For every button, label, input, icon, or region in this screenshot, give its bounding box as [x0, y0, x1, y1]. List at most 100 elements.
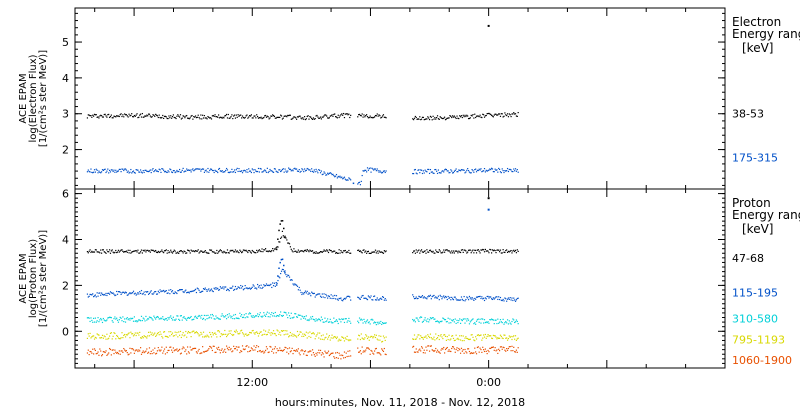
data-point — [127, 333, 129, 335]
data-point — [329, 297, 331, 299]
data-point — [421, 337, 424, 339]
data-point — [339, 297, 341, 300]
data-point — [499, 115, 502, 117]
data-point — [380, 320, 382, 323]
data-point — [455, 348, 457, 351]
data-point — [182, 115, 184, 117]
data-point — [459, 352, 462, 354]
data-point — [141, 351, 143, 354]
data-point — [87, 349, 89, 351]
data-point — [449, 114, 451, 117]
data-point — [508, 168, 510, 171]
data-point — [170, 315, 172, 317]
data-point — [152, 114, 154, 116]
data-point — [209, 331, 211, 334]
data-point — [250, 171, 252, 174]
data-point-burst — [277, 238, 279, 240]
data-point — [433, 252, 435, 254]
data-point — [364, 337, 366, 339]
data-point — [485, 114, 487, 117]
data-point — [422, 320, 424, 323]
data-point — [378, 171, 380, 173]
data-point — [206, 171, 208, 173]
data-point — [224, 329, 226, 332]
data-point — [204, 170, 206, 172]
data-point — [334, 113, 336, 115]
data-point — [448, 250, 450, 252]
data-point — [283, 348, 285, 351]
data-point — [450, 299, 452, 301]
data-point — [255, 287, 257, 289]
data-point — [344, 318, 346, 320]
data-point — [161, 249, 163, 251]
data-point — [264, 248, 267, 250]
data-point — [517, 111, 519, 114]
data-point — [241, 316, 244, 319]
data-point — [367, 336, 369, 338]
data-point — [128, 113, 130, 115]
data-point — [247, 251, 249, 254]
data-point — [150, 317, 152, 319]
data-point — [481, 116, 483, 119]
data-point — [288, 114, 291, 116]
data-point — [93, 296, 95, 298]
data-point — [252, 315, 254, 317]
data-point — [379, 251, 381, 253]
data-point — [379, 115, 381, 117]
data-point — [110, 292, 112, 294]
data-point — [293, 248, 295, 250]
data-point — [366, 116, 369, 118]
series-310-580 — [86, 311, 519, 326]
data-point — [253, 332, 255, 334]
data-point — [171, 252, 174, 254]
data-point — [188, 118, 190, 120]
data-point — [440, 321, 442, 323]
data-point — [101, 355, 103, 357]
data-point — [150, 290, 152, 292]
data-point — [448, 297, 450, 299]
data-point — [160, 317, 162, 319]
data-point — [99, 348, 101, 350]
data-point — [213, 251, 215, 253]
data-point — [102, 351, 104, 353]
data-point — [246, 316, 248, 318]
data-point — [226, 334, 229, 336]
data-point — [194, 332, 196, 334]
data-point — [380, 354, 382, 356]
data-point — [132, 251, 134, 253]
data-point — [481, 249, 483, 251]
data-point — [368, 252, 370, 254]
data-point — [162, 251, 164, 253]
data-point — [301, 349, 303, 351]
data-point — [472, 114, 474, 116]
data-point — [250, 332, 252, 334]
data-point — [96, 333, 98, 335]
data-point — [440, 172, 442, 174]
data-point — [257, 251, 259, 253]
data-point — [335, 116, 337, 118]
data-point — [373, 353, 375, 355]
data-point — [131, 292, 133, 294]
data-point — [514, 170, 516, 172]
data-point — [465, 336, 467, 338]
data-point — [385, 299, 387, 301]
data-point — [238, 318, 240, 320]
data-point — [517, 337, 519, 339]
data-point — [138, 334, 140, 336]
data-point — [327, 117, 329, 119]
data-point — [248, 116, 250, 118]
data-point — [482, 318, 484, 320]
data-point — [106, 319, 108, 321]
data-point — [486, 250, 488, 252]
data-point — [216, 288, 218, 290]
data-point — [119, 338, 121, 340]
data-point — [196, 250, 198, 252]
data-point — [154, 347, 156, 349]
data-point — [296, 316, 299, 318]
data-point — [109, 332, 112, 335]
data-point — [425, 118, 427, 120]
data-point — [249, 313, 252, 315]
data-point — [295, 284, 297, 286]
data-point — [462, 251, 464, 253]
